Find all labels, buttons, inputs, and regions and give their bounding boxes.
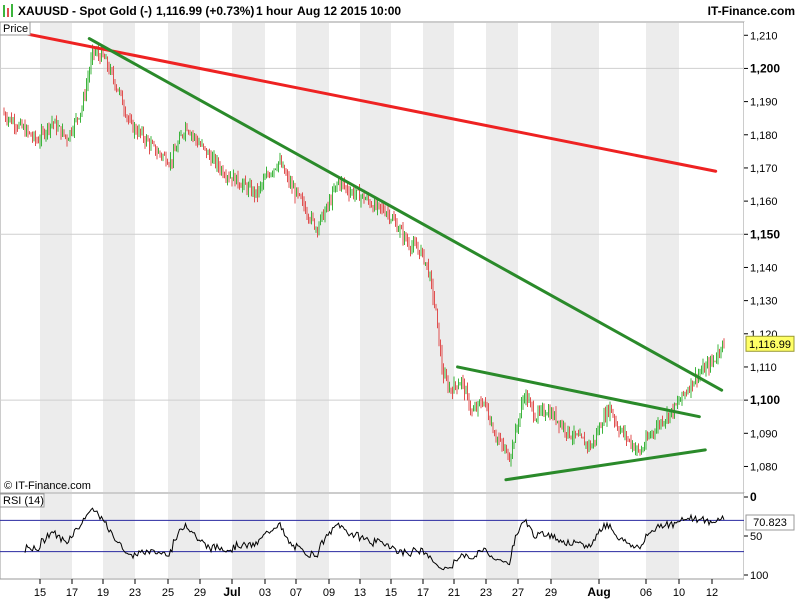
x-tick-label: 29 (545, 587, 557, 599)
grid-band (551, 23, 599, 492)
y-tick-label: 1,160 (750, 196, 778, 208)
grid-band (232, 23, 265, 492)
rsi-tick-label: 0 (750, 490, 757, 504)
x-tick-label: 09 (323, 587, 335, 599)
last-price-label: 1,116.99 (749, 339, 791, 351)
grid-band (296, 23, 329, 492)
x-tick-label: Aug (587, 585, 610, 599)
price-axis: 1,0801,0901,1001,1101,1201,1301,1401,150… (744, 22, 800, 493)
trendline-green-upper[interactable] (456, 365, 701, 419)
trendline-red[interactable] (0, 27, 718, 173)
grid-band (423, 23, 454, 492)
header-bar: XAUUSD - Spot Gold (-) 1,116.99 (+0.73%)… (0, 0, 800, 22)
watermark: © IT-Finance.com (4, 480, 91, 492)
y-tick-label: 1,090 (750, 428, 778, 440)
grid-band (232, 494, 265, 578)
x-tick-label: 10 (673, 587, 685, 599)
grid-band (168, 494, 200, 578)
last-change: 1,116.99 (+0.73%) (156, 4, 254, 18)
x-tick-label: 29 (194, 587, 206, 599)
x-tick-label: 27 (512, 587, 524, 599)
x-tick-label: 03 (259, 587, 271, 599)
grid-band (423, 494, 454, 578)
grid-band (360, 494, 391, 578)
time-axis: 15 17 19 23 25 29 Jul 03 07 09 13 15 17 21 23 27 29 Aug 06… (0, 578, 800, 600)
trendlines (0, 27, 724, 482)
time-axis-ticks: 15 17 19 23 25 29 Jul 03 07 09 13 15 17 21 23 27 29 Aug 06… (34, 579, 718, 599)
trendline-green-lower[interactable] (504, 448, 707, 482)
price-axis-ticks: 1,0801,0901,1001,1101,1201,1301,1401,150… (744, 30, 780, 473)
grid-band (103, 23, 135, 492)
x-tick-label: 12 (706, 587, 718, 599)
grid-band (103, 494, 135, 578)
x-tick-label: 15 (34, 587, 46, 599)
price-panel: Price © IT-Finance.com (0, 21, 745, 494)
y-tick-label: 1,190 (750, 97, 778, 109)
x-tick-label: 23 (480, 587, 492, 599)
timeframe: 1 hour (256, 4, 293, 18)
x-tick-label: 19 (97, 587, 109, 599)
y-tick-label: 1,170 (750, 163, 778, 175)
x-tick-label: Jul (223, 585, 240, 599)
rsi-tick-label: 50 (750, 531, 762, 543)
x-tick-label: 15 (385, 587, 397, 599)
grid-band (40, 23, 72, 492)
timestamp: Aug 12 2015 10:00 (297, 4, 401, 18)
rsi-label: RSI (14) (3, 495, 44, 507)
grid-band (551, 494, 599, 578)
x-tick-label: 25 (162, 587, 174, 599)
grid-band (168, 23, 200, 492)
grid-band (646, 494, 679, 578)
price-label: Price (3, 23, 28, 35)
x-tick-label: 21 (448, 587, 460, 599)
grid-band (486, 23, 518, 492)
grid-band (486, 494, 518, 578)
grid-band (360, 23, 391, 492)
y-tick-label: 1,200 (750, 61, 780, 75)
y-tick-label: 1,110 (750, 362, 777, 374)
rsi-last-value: 70.823 (753, 517, 787, 529)
grid-band (296, 494, 329, 578)
rsi-label-box: RSI (14) (0, 493, 45, 508)
rsi-panel: RSI (14) (0, 492, 745, 580)
x-tick-label: 06 (640, 587, 652, 599)
y-tick-label: 1,100 (750, 393, 780, 407)
y-tick-label: 1,140 (750, 262, 778, 274)
symbol-title: XAUUSD - Spot Gold (-) (18, 4, 152, 18)
trendline-green-main[interactable] (87, 37, 724, 392)
last-price-tag: 1,116.99 (745, 335, 795, 352)
y-tick-label: 1,210 (750, 30, 778, 42)
x-tick-label: 17 (417, 587, 429, 599)
x-tick-label: 17 (66, 587, 78, 599)
x-tick-label: 23 (129, 587, 141, 599)
y-tick-label: 1,130 (750, 296, 778, 308)
rsi-line-group (24, 507, 725, 571)
y-tick-label: 1,150 (750, 227, 780, 241)
price-grid (40, 23, 679, 492)
y-tick-label: 1,080 (750, 461, 778, 473)
chart-type-icon (3, 4, 13, 17)
y-tick-label: 1,180 (750, 130, 778, 142)
x-tick-label: 07 (290, 587, 302, 599)
rsi-line (24, 507, 725, 571)
price-label-box: Price (0, 21, 31, 36)
x-tick-label: 13 (354, 587, 366, 599)
brand: IT-Finance.com (708, 4, 795, 18)
rsi-grid (40, 494, 679, 578)
